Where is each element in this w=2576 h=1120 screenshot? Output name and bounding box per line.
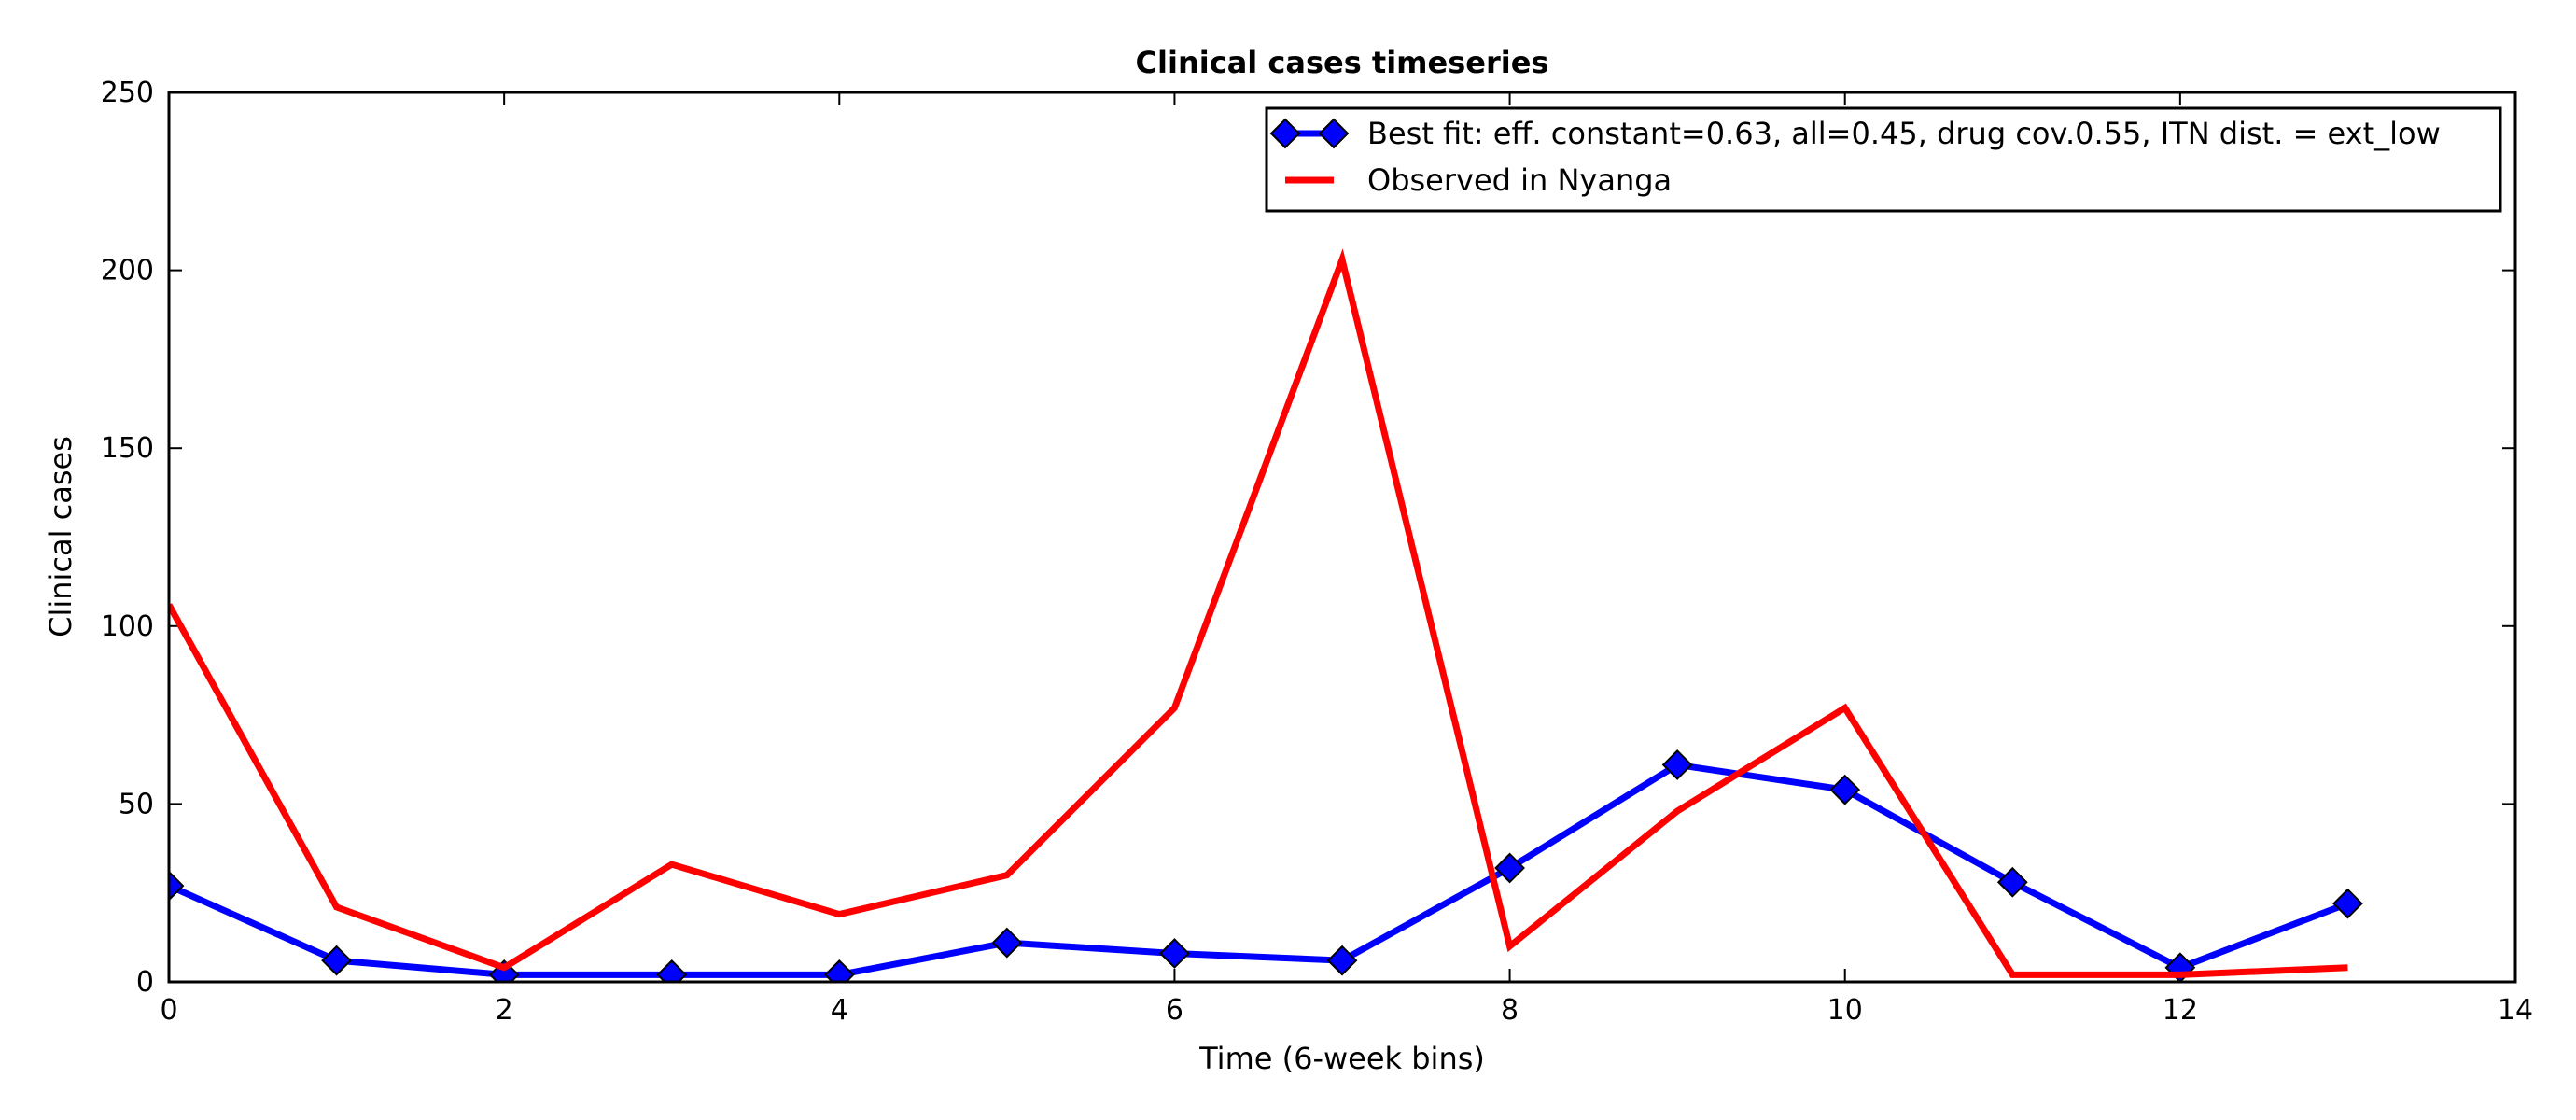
series-0-point xyxy=(1494,852,1525,884)
legend-label: Best fit: eff. constant=0.63, all=0.45, … xyxy=(1367,116,2441,151)
x-tick-label: 6 xyxy=(1166,994,1183,1027)
plot-frame xyxy=(167,91,2517,984)
legend-label: Observed in Nyanga xyxy=(1367,162,1672,198)
chart-title: Clinical cases timeseries xyxy=(1136,45,1549,80)
series-0-point xyxy=(1829,774,1861,805)
series-0-point xyxy=(991,927,1023,959)
legend: Best fit: eff. constant=0.63, all=0.45, … xyxy=(1265,106,2502,213)
series-0-point xyxy=(1996,866,2028,898)
x-tick-label: 10 xyxy=(1827,994,1863,1027)
series-1-group xyxy=(169,248,2348,978)
series-0-point xyxy=(1159,938,1190,969)
series-1-line xyxy=(169,248,2348,978)
series-0-point xyxy=(1661,749,1693,780)
series-0-point xyxy=(169,870,185,902)
legend-swatch-marker xyxy=(1269,118,1301,149)
x-tick-label: 2 xyxy=(496,994,513,1027)
series-0-point xyxy=(823,959,855,982)
y-axis-label: Clinical cases xyxy=(43,436,78,637)
legend-box xyxy=(1265,106,2502,213)
series-0-point xyxy=(1326,945,1358,976)
y-tick-label: 150 xyxy=(101,432,154,465)
x-axis-label: Time (6-week bins) xyxy=(1198,1041,1485,1076)
y-tick-label: 100 xyxy=(101,610,154,643)
y-tick-label: 0 xyxy=(136,966,154,999)
x-tick-label: 14 xyxy=(2498,994,2533,1027)
y-tick-label: 250 xyxy=(101,77,154,109)
x-tick-label: 12 xyxy=(2163,994,2198,1027)
y-tick-label: 200 xyxy=(101,255,154,287)
series-0-point xyxy=(2332,888,2363,919)
legend-swatch-marker xyxy=(1318,118,1350,149)
series-0-point xyxy=(656,959,688,982)
series-0-point xyxy=(321,945,352,976)
x-tick-label: 4 xyxy=(831,994,848,1027)
plot-area: 0 2 4 6 8 10 12 14 0 50 100 150 200 250 xyxy=(101,77,2533,1027)
x-tick-label: 0 xyxy=(160,994,177,1027)
series-0-point xyxy=(488,959,520,982)
y-tick-label: 50 xyxy=(119,788,154,820)
series-0-group xyxy=(169,749,2363,982)
series-0-line xyxy=(169,761,2349,978)
x-tick-label: 8 xyxy=(1501,994,1519,1027)
